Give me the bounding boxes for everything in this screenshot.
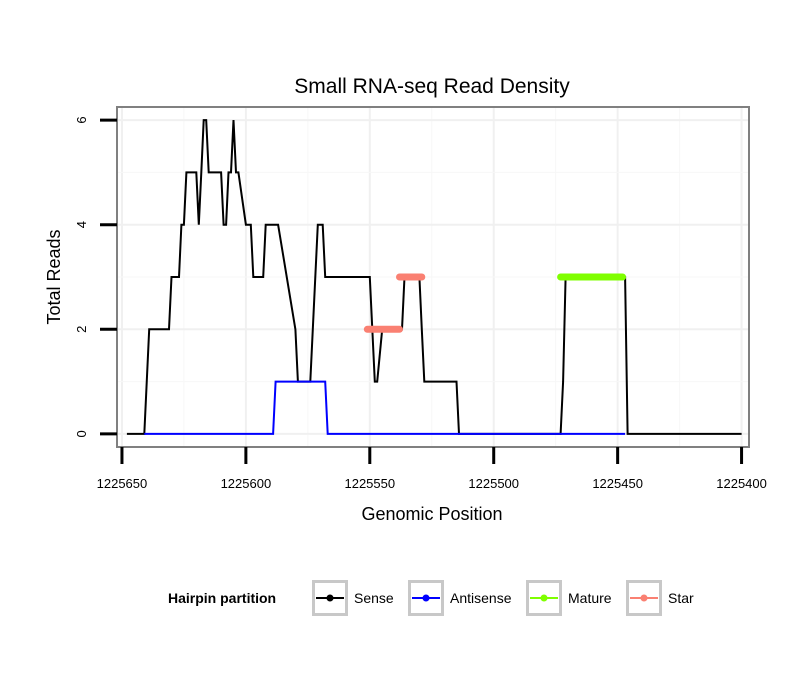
y-tick-label: 0: [74, 430, 89, 437]
legend-label: Mature: [568, 590, 612, 606]
legend-key-point: [640, 594, 648, 602]
x-tick-label: 1225550: [344, 476, 395, 491]
plot-border: [116, 106, 750, 448]
legend-key-point: [422, 594, 430, 602]
x-tick-label: 1225500: [468, 476, 519, 491]
y-tick-label: 6: [74, 116, 89, 123]
x-tick-label: 1225650: [97, 476, 148, 491]
x-axis-title: Genomic Position: [361, 504, 502, 524]
legend-label: Antisense: [450, 590, 512, 606]
legend-entry-star: Star: [626, 580, 694, 616]
legend-label: Sense: [354, 590, 394, 606]
series-layer: [126, 119, 742, 435]
y-tick-label: 4: [74, 221, 89, 228]
legend-entry-antisense: Antisense: [408, 580, 512, 616]
x-tick-label: 1225400: [716, 476, 767, 491]
legend: Hairpin partition Sense Antisense Mature St…: [168, 580, 694, 616]
chart-title: Small RNA-seq Read Density: [294, 75, 570, 98]
series-line-antisense: [144, 380, 626, 435]
legend-title: Hairpin partition: [168, 590, 276, 606]
x-tick-label: 1225450: [592, 476, 643, 491]
x-tick-label: 1225600: [221, 476, 272, 491]
legend-entry-mature: Mature: [526, 580, 612, 616]
legend-key-point: [540, 594, 548, 602]
y-axis: 0 2 4 6: [74, 116, 117, 438]
x-axis: 1225650 1225600 1225550 1225500 1225450 12254…: [97, 447, 767, 491]
grid-lines: [117, 107, 749, 447]
legend-key-point: [326, 594, 334, 602]
legend-entry-sense: Sense: [312, 580, 394, 616]
legend-label: Star: [668, 590, 694, 606]
y-axis-title: Total Reads: [44, 229, 64, 324]
y-tick-label: 2: [74, 326, 89, 333]
